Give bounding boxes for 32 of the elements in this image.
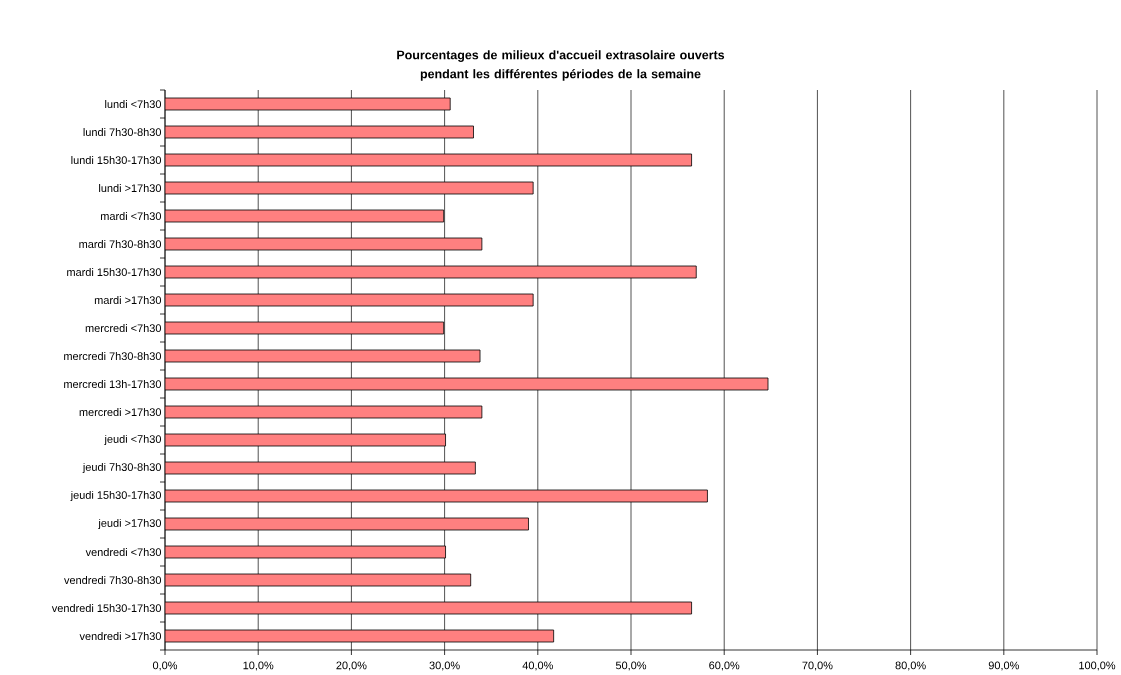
x-tick-label: 90,0% (988, 661, 1019, 671)
y-tick-label: mercredi <7h30 (85, 323, 162, 333)
y-tick-label: mercredi 7h30-8h30 (64, 351, 162, 361)
y-tick-label: mardi >17h30 (94, 295, 162, 305)
y-tick-label: jeudi <7h30 (104, 434, 162, 446)
x-tick-label: 0,0% (152, 661, 178, 671)
x-tick-label: 10,0% (243, 661, 274, 671)
x-tick-label: 100,0% (1079, 661, 1116, 671)
x-tick-label: 60,0% (709, 661, 740, 671)
y-tick-label: lundi 7h30-8h30 (83, 127, 162, 137)
y-tick-label: vendredi >17h30 (79, 631, 162, 641)
x-tick-label: 50,0% (615, 661, 647, 671)
chart-title: Pourcentages de milieux d'accueil extrasolaire ouverts pendant les différentes périodes de la semaine (397, 50, 725, 81)
y-tick-label: jeudi 7h30-8h30 (82, 462, 162, 474)
y-tick-label: lundi >17h30 (99, 183, 162, 193)
y-tick-label: mardi 15h30-17h30 (67, 267, 162, 277)
y-tick-label: mercredi >17h30 (79, 407, 162, 417)
y-tick-label: jeudi >17h30 (98, 518, 162, 530)
x-tick-label: 70,0% (802, 661, 833, 671)
y-tick-label: mercredi 13h-17h30 (64, 379, 162, 389)
y-tick-label: mardi <7h30 (100, 211, 162, 221)
y-tick-label: mardi 7h30-8h30 (79, 239, 162, 249)
y-tick-label: jeudi 15h30-17h30 (70, 490, 162, 502)
y-tick-label: lundi 15h30-17h30 (71, 155, 162, 165)
y-tick-label: vendredi <7h30 (85, 547, 162, 557)
y-tick-label: lundi <7h30 (105, 99, 162, 109)
x-tick-label: 80,0% (895, 661, 926, 671)
y-tick-label: vendredi 15h30-17h30 (51, 603, 162, 613)
x-tick-label: 40,0% (522, 661, 553, 671)
y-tick-label: vendredi 7h30-8h30 (64, 575, 162, 585)
x-tick-label: 30,0% (429, 661, 460, 671)
x-tick-label: 20,0% (336, 661, 367, 671)
